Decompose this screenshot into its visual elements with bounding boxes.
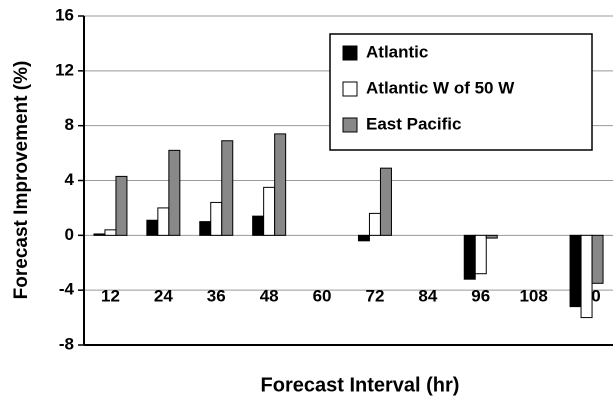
x-tick-label: 60 xyxy=(313,286,332,305)
x-tick-label: 108 xyxy=(519,286,547,305)
bar xyxy=(168,149,181,236)
y-tick-label: 0 xyxy=(65,225,74,244)
legend-swatch xyxy=(342,45,358,61)
bar xyxy=(368,212,381,236)
x-tick-label: 12 xyxy=(101,286,120,305)
bar xyxy=(210,201,223,236)
bar xyxy=(474,234,487,275)
bar xyxy=(115,175,128,236)
bar xyxy=(591,234,604,284)
bar xyxy=(199,221,212,236)
y-tick-label: -4 xyxy=(59,280,75,299)
bar xyxy=(252,215,265,236)
bar xyxy=(221,140,234,236)
x-tick-label: 96 xyxy=(471,286,490,305)
bar xyxy=(357,234,370,242)
legend-box xyxy=(329,33,593,151)
y-tick-label: 4 xyxy=(65,170,75,189)
y-tick-label: 8 xyxy=(65,115,74,134)
x-tick-label: 36 xyxy=(207,286,226,305)
bar xyxy=(93,233,106,236)
bar xyxy=(485,234,498,239)
legend-label: Atlantic W of 50 W xyxy=(366,78,515,97)
bar xyxy=(146,219,159,236)
y-tick-label: 16 xyxy=(55,5,74,24)
x-tick-label: 72 xyxy=(365,286,384,305)
legend: Atlantic Atlantic W of 50 W East Pacific xyxy=(329,33,593,151)
x-tick-label: 84 xyxy=(418,286,437,305)
x-tick-label: 48 xyxy=(260,286,279,305)
bar xyxy=(580,234,593,319)
legend-swatch xyxy=(342,117,358,133)
y-tick-label: -8 xyxy=(59,334,74,353)
bar xyxy=(157,207,170,236)
y-axis-label: Forecast Improvement (%) xyxy=(11,61,32,300)
bar xyxy=(463,234,476,280)
y-tick-label: 12 xyxy=(55,60,74,79)
bar xyxy=(379,167,392,236)
bar xyxy=(274,133,287,236)
bar xyxy=(104,229,117,236)
legend-label: East Pacific xyxy=(366,114,461,133)
x-tick-label: 24 xyxy=(154,286,173,305)
x-axis-label: Forecast Interval (hr) xyxy=(261,374,460,396)
legend-swatch xyxy=(342,81,358,97)
bar xyxy=(263,186,276,236)
legend-label: Atlantic xyxy=(366,42,428,61)
bar xyxy=(569,234,582,308)
